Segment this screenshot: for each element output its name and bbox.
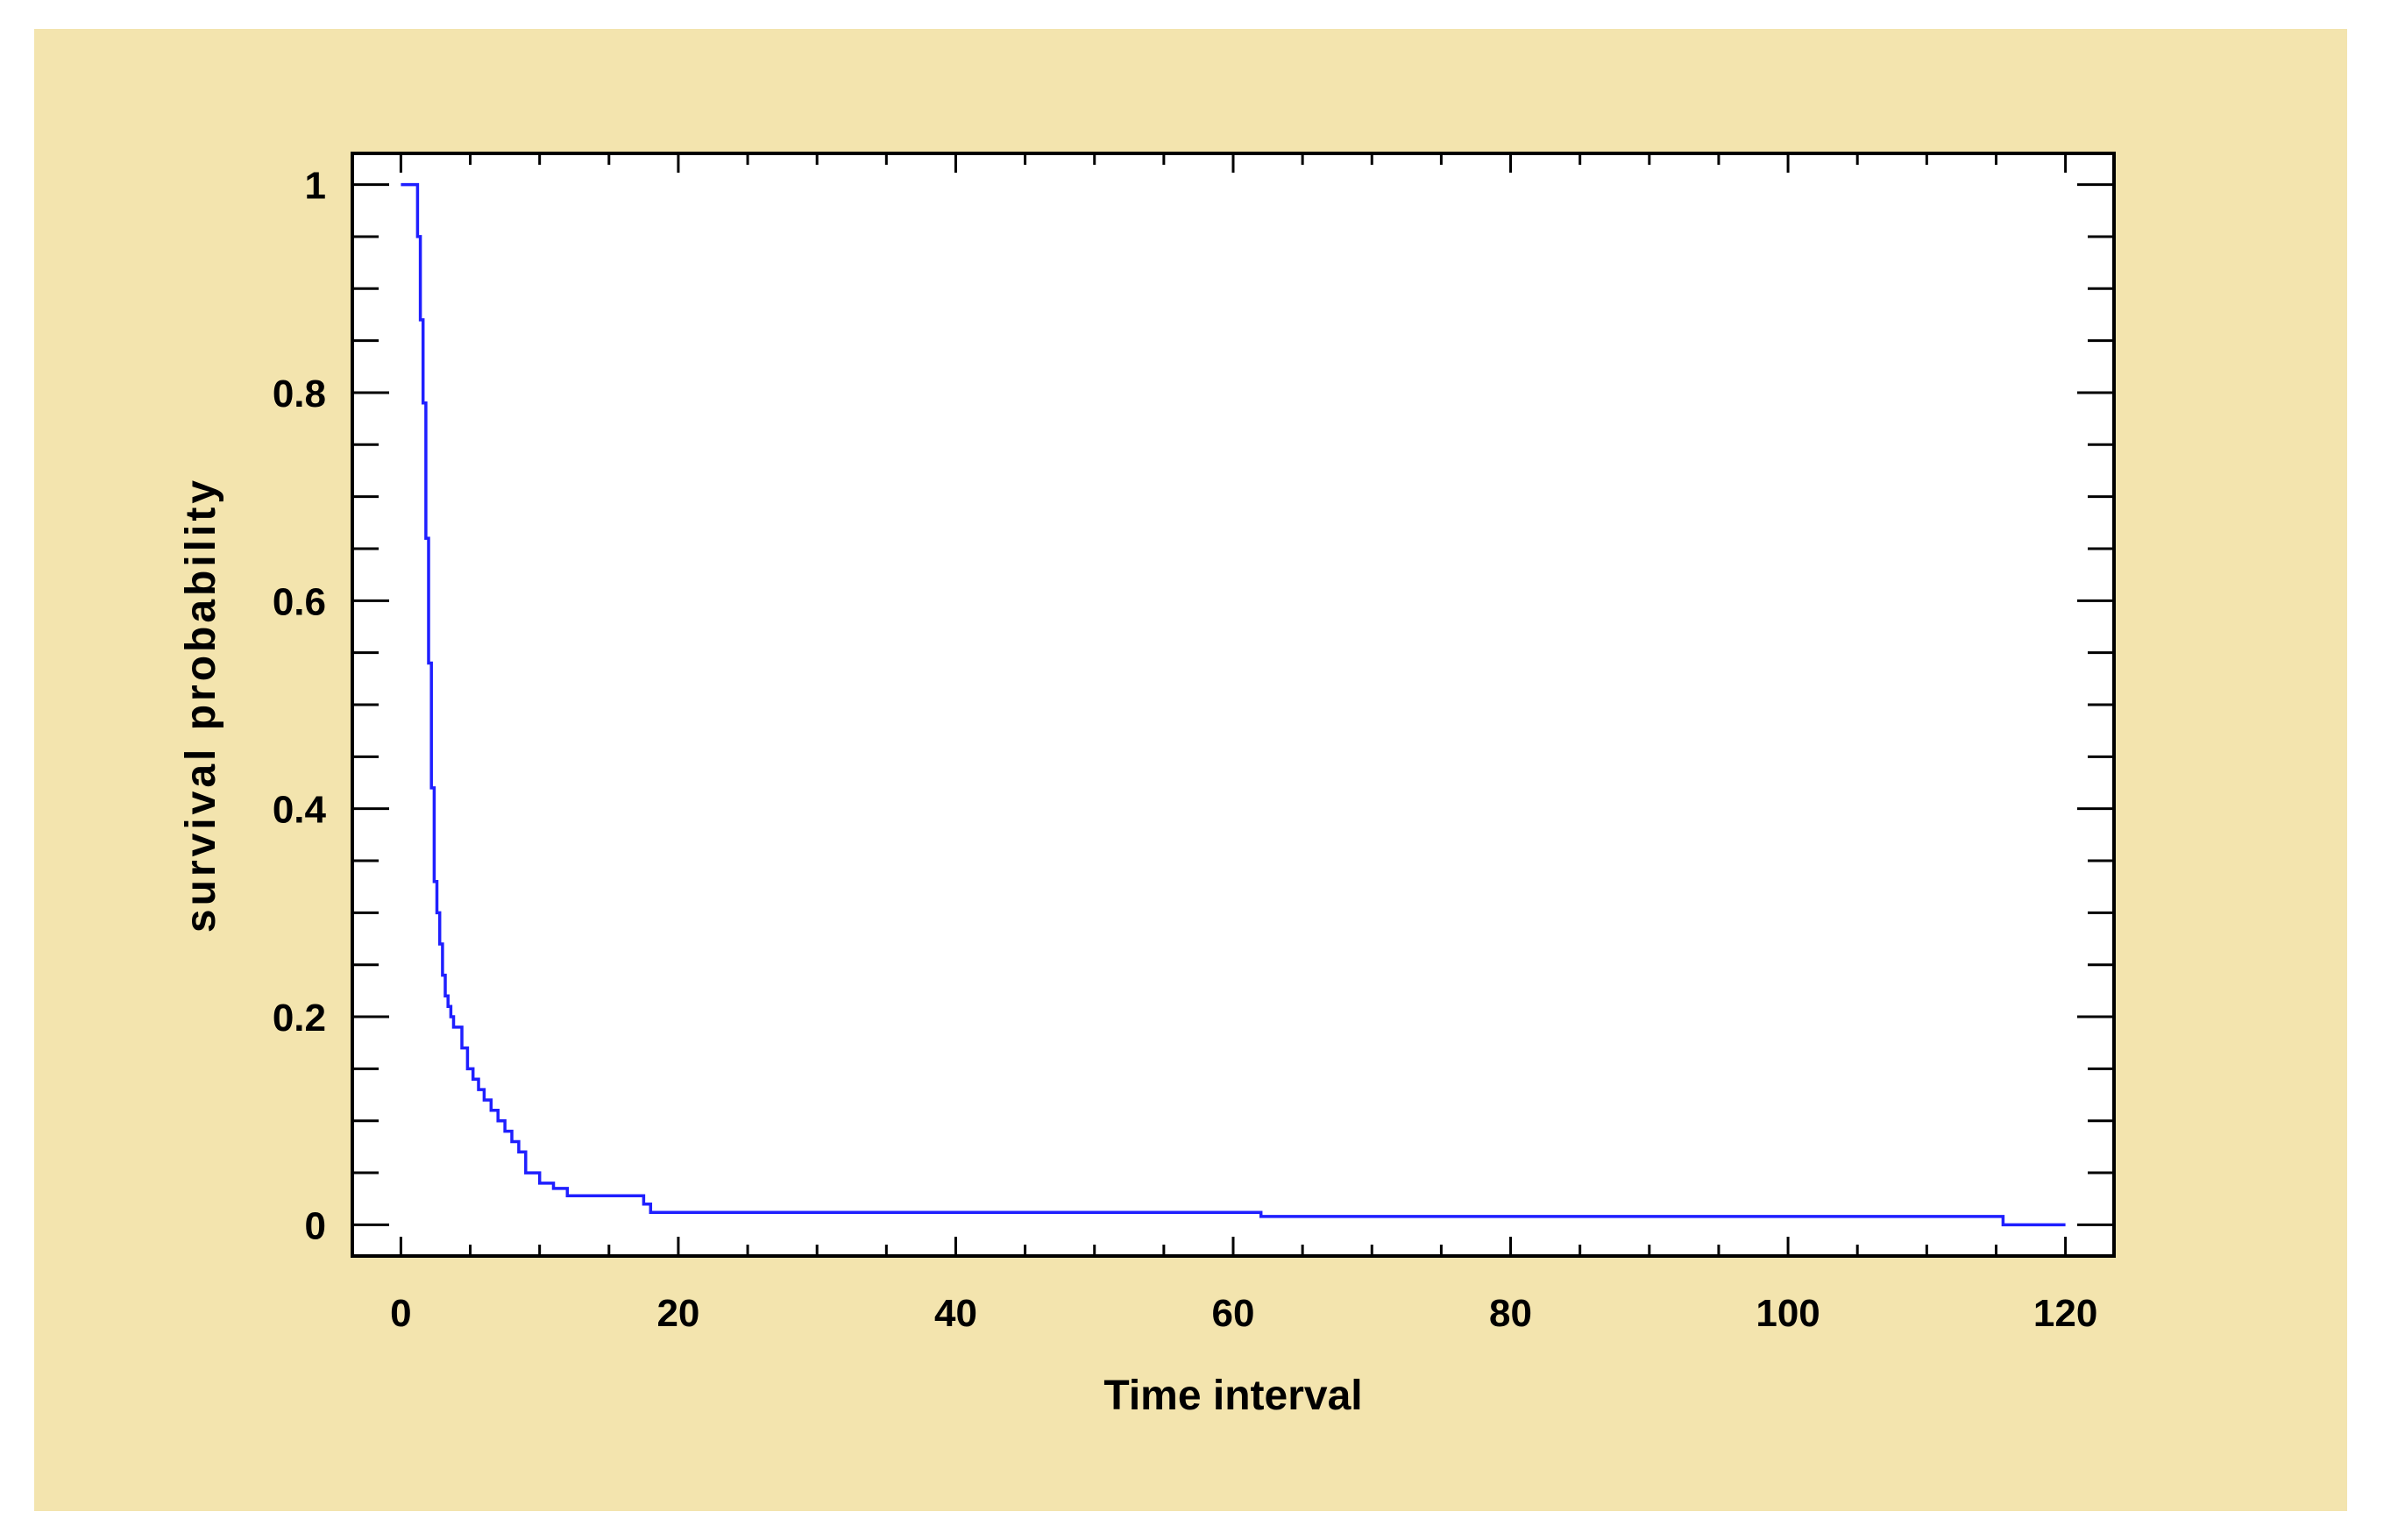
y-tick-label: 0.6 bbox=[273, 580, 326, 623]
x-tick-label: 100 bbox=[1756, 1292, 1820, 1335]
survival-curve bbox=[401, 182, 2066, 1227]
y-tick-label: 0.8 bbox=[273, 373, 326, 415]
plot-area bbox=[352, 153, 2114, 1256]
y-tick-labels: 0 0.2 0.4 0.6 0.8 1 bbox=[273, 165, 327, 1248]
x-tick-label: 40 bbox=[934, 1292, 977, 1335]
x-tick-label: 60 bbox=[1212, 1292, 1255, 1335]
y-tick-label: 0.4 bbox=[273, 789, 327, 832]
y-tick-label: 0.2 bbox=[273, 997, 326, 1040]
x-tick-label: 80 bbox=[1489, 1292, 1532, 1335]
x-tick-label: 20 bbox=[656, 1292, 699, 1335]
y-tick-label: 0 bbox=[305, 1204, 326, 1247]
axis-ticks bbox=[352, 153, 2114, 1256]
plot-frame bbox=[351, 152, 2116, 1258]
x-tick-label: 120 bbox=[2033, 1292, 2097, 1335]
x-axis-title: Time interval bbox=[1103, 1373, 1362, 1419]
y-tick-label: 1 bbox=[305, 165, 326, 208]
x-tick-labels: 0 20 40 60 80 100 120 bbox=[390, 1292, 2097, 1335]
y-axis-title: survival probability bbox=[178, 477, 224, 933]
x-tick-label: 0 bbox=[390, 1292, 411, 1335]
